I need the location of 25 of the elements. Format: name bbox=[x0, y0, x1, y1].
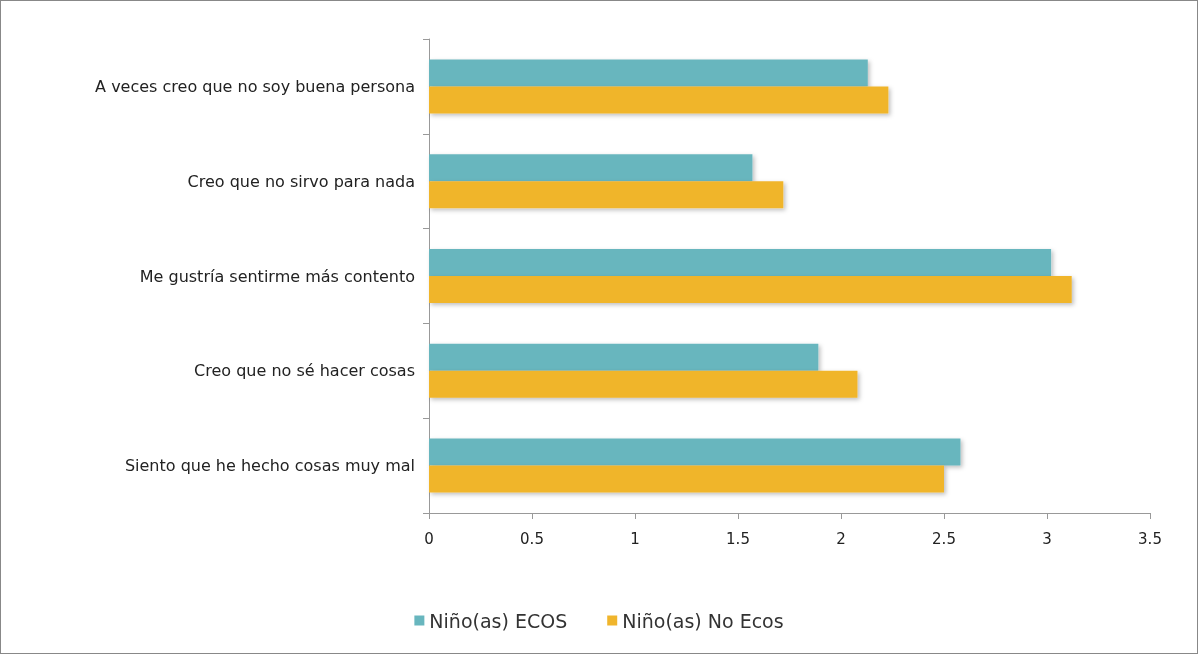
bar bbox=[429, 154, 753, 182]
y-tick-label: Creo que no sé hacer cosas bbox=[194, 361, 415, 381]
y-tick-label: Siento que he hecho cosas muy mal bbox=[124, 456, 415, 476]
x-tick-label: 2.5 bbox=[932, 529, 956, 548]
legend-label: Niño(as) ECOS bbox=[429, 609, 568, 632]
bar bbox=[429, 465, 944, 493]
bar bbox=[429, 59, 868, 87]
y-tick-label: Creo que no sirvo para nada bbox=[187, 171, 415, 191]
bar bbox=[429, 86, 889, 114]
bar bbox=[429, 276, 1072, 303]
x-tick-label: 2 bbox=[836, 529, 846, 548]
x-tick-label: 1.5 bbox=[726, 529, 750, 548]
x-tick-label: 3.5 bbox=[1138, 529, 1162, 548]
bar bbox=[429, 370, 858, 398]
x-tick-label: 0.5 bbox=[520, 529, 544, 548]
x-tick-label: 1 bbox=[630, 529, 640, 548]
bar bbox=[429, 343, 819, 371]
x-tick-label: 0 bbox=[424, 529, 434, 548]
bar bbox=[429, 438, 961, 466]
bar bbox=[429, 181, 784, 209]
y-tick-label: A veces creo que no soy buena persona bbox=[95, 76, 415, 96]
x-tick-label: 3 bbox=[1042, 529, 1052, 548]
legend-label: Niño(as) No Ecos bbox=[622, 609, 784, 632]
y-tick-label: Me gustría sentirme más contento bbox=[139, 266, 415, 286]
bar bbox=[429, 249, 1052, 276]
